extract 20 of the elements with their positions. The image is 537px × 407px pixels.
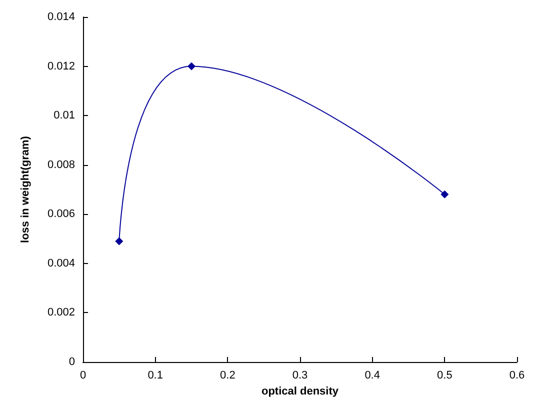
y-tick-label: 0.01 bbox=[54, 110, 75, 122]
y-tick-label: 0.012 bbox=[47, 60, 75, 72]
x-tick-label: 0.1 bbox=[148, 370, 163, 382]
point bbox=[440, 190, 449, 198]
x-axis-title: optical density bbox=[261, 385, 340, 398]
y-tick-label: 0.004 bbox=[47, 257, 75, 270]
x-tick-label: 0.5 bbox=[437, 370, 452, 382]
y-tick-label: 0.008 bbox=[47, 158, 75, 171]
x-tick-label: 0.3 bbox=[292, 370, 308, 382]
x-tick-label: 0.2 bbox=[220, 370, 236, 382]
y-tick-label: 0.006 bbox=[47, 208, 75, 220]
x-tick-label: 0.4 bbox=[364, 370, 380, 382]
y-axis-title: loss in weight(gram) bbox=[20, 136, 32, 243]
x-tick-label: 0.6 bbox=[509, 370, 525, 382]
x-tick-label: 0 bbox=[80, 370, 86, 382]
y-tick-label: 0 bbox=[68, 356, 75, 368]
y-tick-label: 0.002 bbox=[47, 306, 75, 319]
point bbox=[188, 62, 196, 70]
point bbox=[115, 237, 124, 246]
y-tick-label: 0.014 bbox=[47, 11, 75, 23]
